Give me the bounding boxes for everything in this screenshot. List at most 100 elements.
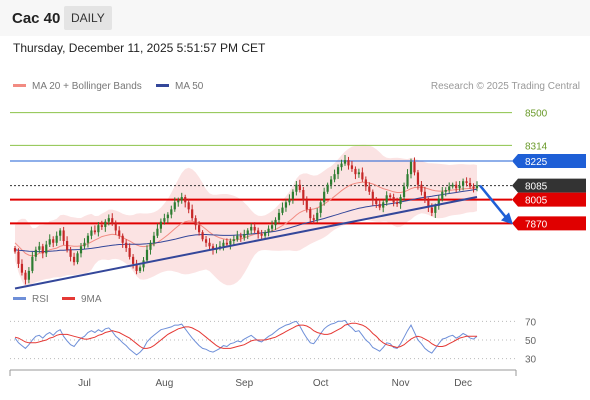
candle-body bbox=[201, 232, 204, 240]
candle-body bbox=[305, 200, 308, 210]
forecast-arrow-head bbox=[501, 212, 513, 225]
candle-body bbox=[170, 209, 173, 215]
candle-body bbox=[59, 230, 62, 236]
candle-body bbox=[177, 200, 180, 203]
candle-body bbox=[468, 182, 472, 187]
candle-body bbox=[83, 242, 86, 247]
candle-body bbox=[274, 219, 277, 226]
candle-body bbox=[107, 218, 110, 222]
candle-body bbox=[243, 233, 246, 238]
candle-body bbox=[333, 174, 336, 180]
candle-body bbox=[41, 246, 44, 254]
candle-body bbox=[368, 186, 371, 192]
trendline bbox=[14, 196, 478, 290]
candle-body bbox=[270, 225, 274, 229]
ma20-swatch bbox=[13, 83, 26, 87]
candle-body bbox=[441, 191, 444, 199]
instrument-title: Cac 40 bbox=[12, 10, 61, 27]
candle-body bbox=[288, 198, 291, 203]
candle-body bbox=[364, 179, 367, 187]
candle-body bbox=[62, 230, 65, 242]
candle-body bbox=[277, 212, 281, 220]
level-label-8500: 8500 bbox=[525, 109, 548, 120]
candle-body bbox=[434, 205, 437, 213]
timestamp: Thursday, December 11, 2025 5:51:57 PM C… bbox=[13, 41, 266, 55]
candle-body bbox=[38, 246, 41, 250]
candle-body bbox=[260, 233, 263, 236]
candle-body bbox=[225, 242, 228, 245]
candle-body bbox=[236, 235, 239, 240]
level-label-8314: 8314 bbox=[525, 141, 548, 152]
x-tick-jul: Jul bbox=[78, 378, 91, 389]
candle-body bbox=[427, 200, 430, 208]
timeframe-button[interactable]: DAILY bbox=[64, 6, 112, 30]
candle-body bbox=[132, 256, 135, 264]
level-label-8085: 8085 bbox=[525, 182, 548, 193]
candle-body bbox=[72, 256, 76, 263]
level-tag-8085 bbox=[512, 178, 586, 193]
candle-body bbox=[448, 186, 451, 190]
candle-body bbox=[378, 204, 381, 208]
candle-body bbox=[402, 186, 406, 198]
candle-body bbox=[455, 184, 458, 189]
candle-body bbox=[191, 209, 194, 219]
candle-body bbox=[264, 232, 267, 236]
candle-body bbox=[323, 191, 326, 203]
candle-body bbox=[76, 253, 79, 263]
rsi-tick-70: 70 bbox=[525, 317, 537, 328]
candle-body bbox=[104, 221, 107, 227]
ma9-label: 9MA bbox=[81, 294, 102, 305]
candle-body bbox=[159, 221, 162, 229]
candle-body bbox=[52, 239, 55, 243]
rsi-tick-50: 50 bbox=[525, 336, 537, 347]
rsi-ma-line bbox=[14, 322, 477, 349]
candle-body bbox=[125, 242, 128, 249]
candle-body bbox=[437, 198, 440, 206]
ma9-swatch bbox=[62, 296, 75, 300]
bollinger-band bbox=[15, 144, 477, 288]
candle-body bbox=[246, 230, 249, 234]
candle-body bbox=[90, 230, 93, 236]
ma20-label: MA 20 + Bollinger Bands bbox=[32, 81, 142, 92]
candle-body bbox=[312, 218, 315, 220]
candle-body bbox=[118, 230, 121, 236]
candle-body bbox=[319, 202, 322, 213]
candle-body bbox=[229, 241, 232, 245]
candle-body bbox=[48, 239, 51, 245]
level-tag-8225 bbox=[512, 153, 586, 168]
candle-body bbox=[458, 185, 461, 189]
candle-body bbox=[416, 172, 420, 185]
candle-body bbox=[375, 200, 378, 205]
legend-rsi: RSI bbox=[13, 294, 49, 305]
candle-body bbox=[34, 249, 37, 257]
candle-body bbox=[399, 197, 402, 205]
rsi-label: RSI bbox=[32, 294, 49, 305]
candle-body bbox=[389, 195, 392, 198]
candle-body bbox=[111, 218, 114, 224]
x-tick-nov: Nov bbox=[392, 378, 410, 389]
candle-body bbox=[152, 235, 156, 243]
candle-body bbox=[156, 228, 159, 236]
chart-header: Cac 40 DAILY bbox=[0, 0, 590, 36]
candle-body bbox=[423, 191, 426, 201]
rsi-tick-30: 30 bbox=[525, 355, 537, 366]
candle-body bbox=[257, 230, 260, 234]
candle-body bbox=[406, 174, 409, 187]
candle-body bbox=[97, 225, 100, 233]
candle-body bbox=[354, 168, 357, 175]
candle-body bbox=[239, 235, 242, 238]
candle-body bbox=[31, 256, 34, 271]
level-label-7870: 7870 bbox=[525, 219, 548, 230]
candle-body bbox=[187, 202, 190, 210]
candle-body bbox=[350, 165, 354, 169]
legend-ma50: MA 50 bbox=[156, 81, 203, 92]
candle-body bbox=[166, 214, 169, 219]
candle-body bbox=[420, 184, 423, 192]
candle-body bbox=[298, 184, 301, 190]
candle-body bbox=[267, 228, 270, 233]
candle-body bbox=[357, 172, 360, 175]
ma50-swatch bbox=[156, 83, 169, 87]
candle-body bbox=[330, 179, 333, 185]
candle-body bbox=[295, 184, 298, 192]
candle-body bbox=[382, 202, 385, 208]
